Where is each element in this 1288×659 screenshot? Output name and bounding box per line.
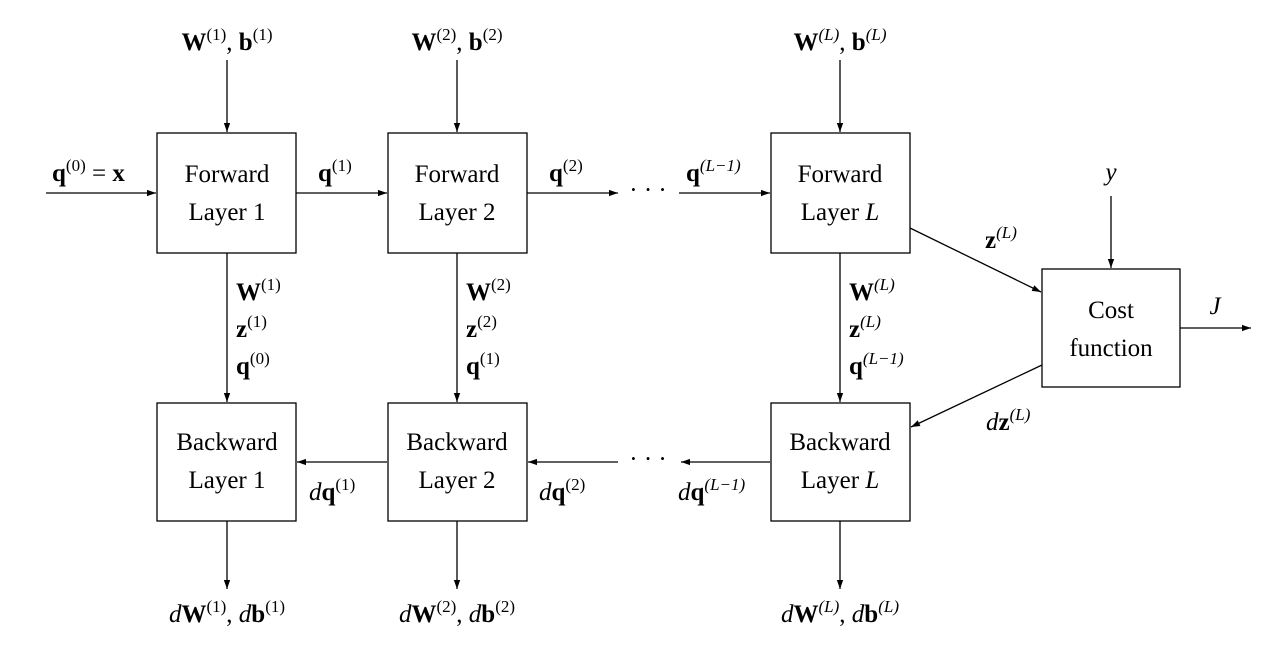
cost-function-label-line1: Cost xyxy=(1088,297,1134,324)
cost-function-box xyxy=(1041,268,1181,388)
cache-z-label-2: z(2) xyxy=(466,312,497,343)
param-label-2: W(2), b(2) xyxy=(411,25,502,56)
backward-layer-2-box xyxy=(387,402,528,522)
forward-layer-L-label-line1: Forward xyxy=(798,161,883,188)
forward-layer-1-box xyxy=(156,132,297,254)
backward-layer-L-label-line2: Layer L xyxy=(801,467,879,494)
grad-label-L: dW(L), db(L) xyxy=(781,597,899,628)
cache-W-label-1: W(1) xyxy=(236,275,281,306)
forward-ellipsis: · · · xyxy=(629,177,666,204)
backward-layer-1-label-line2: Layer 1 xyxy=(188,467,265,494)
grad-label-2: dW(2), db(2) xyxy=(399,597,515,628)
y-label: y xyxy=(1102,159,1117,186)
dz-to-backward-arrow xyxy=(910,364,1043,428)
grad-label-1: dW(1), db(1) xyxy=(169,597,285,628)
cache-q-label-2: q(1) xyxy=(466,349,500,380)
param-label-1: W(1), b(1) xyxy=(181,25,272,56)
q-forward-label-L-minus-1: q(L−1) xyxy=(686,156,741,187)
forward-layer-2-label-line2: Layer 2 xyxy=(418,199,495,226)
q-forward-label-1: q(1) xyxy=(318,156,352,187)
forward-layer-L-label-line2: Layer L xyxy=(801,199,879,226)
cache-z-label-L: z(L) xyxy=(849,312,881,343)
backward-layer-L-box xyxy=(770,402,911,522)
cache-z-label-1: z(1) xyxy=(236,312,267,343)
z-to-cost-arrow xyxy=(909,227,1042,293)
dq-backward-label-L-minus-1: dq(L−1) xyxy=(678,475,745,506)
param-label-L: W(L), b(L) xyxy=(794,25,887,56)
backward-layer-L-label-line1: Backward xyxy=(789,429,891,456)
backward-layer-1-label-line1: Backward xyxy=(176,429,278,456)
dq-backward-label-2: dq(2) xyxy=(539,475,585,506)
forward-layer-L-box xyxy=(770,132,911,254)
cache-W-label-2: W(2) xyxy=(466,275,511,306)
cache-W-label-L: W(L) xyxy=(849,275,895,306)
forward-layer-2-label-line1: Forward xyxy=(415,161,500,188)
backward-layer-2-label-line1: Backward xyxy=(406,429,508,456)
J-label: J xyxy=(1209,293,1222,320)
backward-layer-2-label-line2: Layer 2 xyxy=(418,467,495,494)
dz-input-label: dz(L) xyxy=(986,405,1031,436)
backward-layer-1-box xyxy=(156,402,297,522)
forward-layer-1-label-line2: Layer 1 xyxy=(188,199,265,226)
input-label: q(0) = x xyxy=(52,156,125,187)
cache-q-label-1: q(0) xyxy=(236,349,270,380)
z-output-label: z(L) xyxy=(985,223,1017,254)
cost-function-label-line2: function xyxy=(1069,335,1153,362)
forward-layer-2-box xyxy=(387,132,528,254)
cache-q-label-L: q(L−1) xyxy=(849,349,904,380)
dq-backward-label-1: dq(1) xyxy=(309,475,355,506)
q-forward-label-2: q(2) xyxy=(549,156,583,187)
backward-ellipsis: · · · xyxy=(629,446,666,473)
forward-layer-1-label-line1: Forward xyxy=(185,161,270,188)
